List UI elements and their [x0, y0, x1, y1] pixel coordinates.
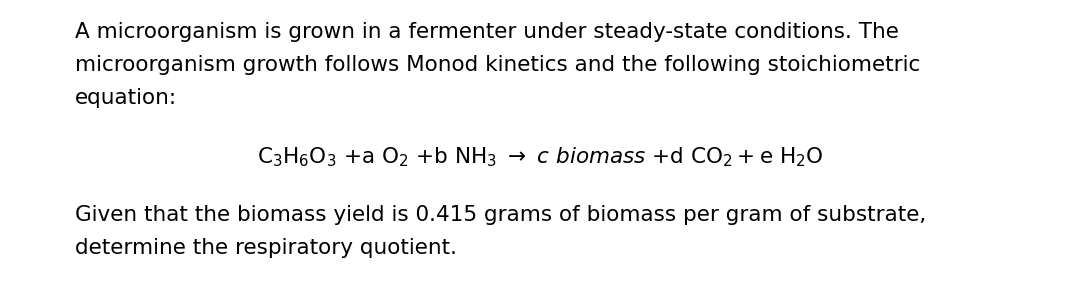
Text: equation:: equation: — [75, 88, 177, 108]
Text: determine the respiratory quotient.: determine the respiratory quotient. — [75, 238, 457, 258]
Text: Given that the biomass yield is 0.415 grams of biomass per gram of substrate,: Given that the biomass yield is 0.415 gr… — [75, 205, 927, 225]
Text: A microorganism is grown in a fermenter under steady-state conditions. The: A microorganism is grown in a fermenter … — [75, 22, 899, 42]
Text: $\mathregular{C_3H_6O_3}$ $\mathregular{+a\ O_2}$ $\mathregular{+b\ NH_3}$ $\rig: $\mathregular{C_3H_6O_3}$ $\mathregular{… — [257, 145, 823, 168]
Text: microorganism growth follows Monod kinetics and the following stoichiometric: microorganism growth follows Monod kinet… — [75, 55, 920, 75]
